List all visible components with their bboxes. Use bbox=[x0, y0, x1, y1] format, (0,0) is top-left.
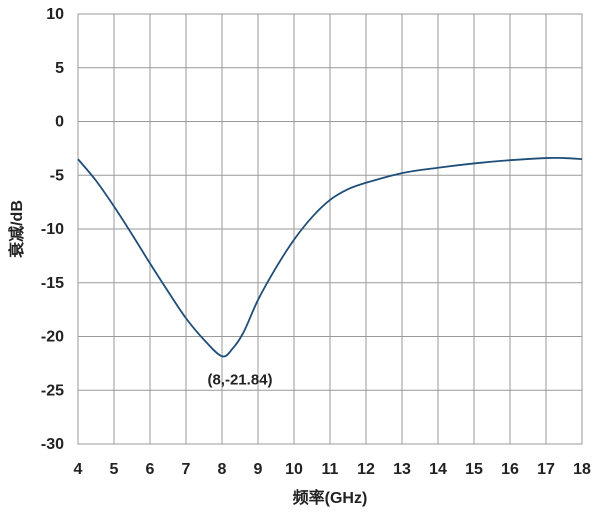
x-axis-title: 频率(GHz) bbox=[293, 488, 368, 507]
y-tick-label: 10 bbox=[46, 6, 64, 23]
x-tick-label: 8 bbox=[218, 461, 227, 478]
x-tick-label: 9 bbox=[254, 461, 263, 478]
x-tick-label: 5 bbox=[110, 461, 119, 478]
y-axis-title: 衰减/dB bbox=[7, 200, 26, 259]
x-tick-label: 7 bbox=[182, 461, 191, 478]
x-tick-label: 14 bbox=[429, 461, 447, 478]
annotation-label: (8,-21.84) bbox=[207, 371, 272, 388]
x-tick-label: 12 bbox=[357, 461, 375, 478]
x-tick-label: 10 bbox=[285, 461, 303, 478]
y-tick-label: -20 bbox=[41, 329, 64, 346]
x-tick-label: 6 bbox=[146, 461, 155, 478]
x-tick-label: 13 bbox=[393, 461, 411, 478]
y-tick-label: 5 bbox=[55, 60, 64, 77]
tick-labels: 4 5 6 7 8 9 10 11 12 13 14 15 16 17 18 10 5 0 -5 -10 -15 -20 -… bbox=[41, 6, 591, 478]
grid bbox=[77, 13, 583, 445]
y-tick-label: -10 bbox=[41, 221, 64, 238]
y-tick-label: -30 bbox=[41, 436, 64, 453]
y-tick-label: -5 bbox=[50, 167, 64, 184]
annotations: (8,-21.84) bbox=[207, 371, 272, 388]
y-tick-label: 0 bbox=[55, 114, 64, 131]
x-tick-label: 18 bbox=[573, 461, 591, 478]
y-tick-label: -25 bbox=[41, 382, 64, 399]
x-tick-label: 16 bbox=[501, 461, 519, 478]
x-tick-label: 4 bbox=[74, 461, 83, 478]
x-tick-label: 15 bbox=[465, 461, 483, 478]
series-line bbox=[77, 156, 583, 358]
series-layer bbox=[77, 156, 583, 358]
x-tick-label: 11 bbox=[322, 461, 339, 478]
x-tick-label: 17 bbox=[537, 461, 555, 478]
y-tick-label: -15 bbox=[41, 275, 64, 292]
